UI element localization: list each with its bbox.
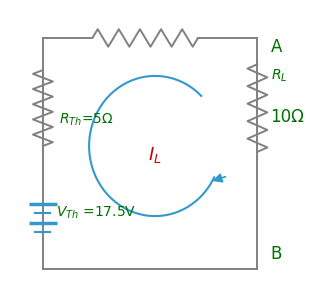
Text: $R_L$: $R_L$ [271, 68, 287, 84]
Text: $I_L$: $I_L$ [148, 145, 162, 165]
Text: 10Ω: 10Ω [271, 108, 305, 126]
Text: A: A [271, 38, 282, 56]
Text: B: B [271, 245, 282, 263]
Text: $R_{Th}$=5Ω: $R_{Th}$=5Ω [59, 112, 114, 128]
Text: $V_{Th}$ =17.5V: $V_{Th}$ =17.5V [56, 205, 136, 221]
